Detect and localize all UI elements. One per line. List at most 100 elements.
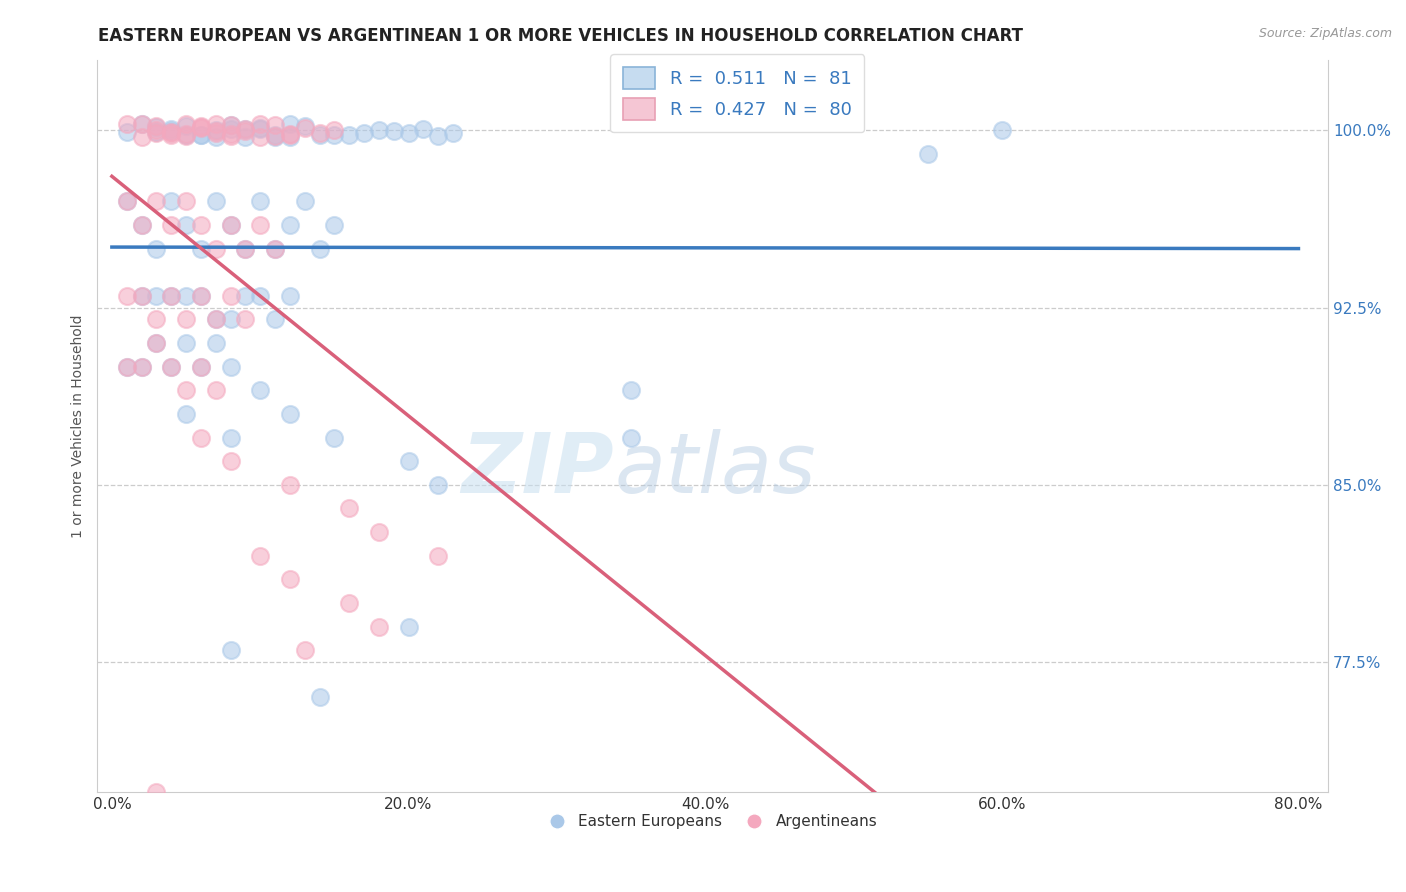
Point (264, 242, 287, 256)
Point (204, 336, 226, 351)
Point (249, 549, 271, 563)
Point (174, 194, 197, 209)
Point (264, 129, 287, 144)
Point (204, 384, 226, 398)
Point (278, 289, 301, 303)
Point (235, 122, 257, 136)
Point (174, 384, 197, 398)
Point (190, 128, 212, 142)
Point (219, 122, 242, 136)
Point (235, 123, 257, 137)
Point (190, 242, 212, 256)
Point (204, 312, 226, 326)
Point (204, 129, 226, 144)
Point (620, 384, 643, 398)
Point (337, 596, 360, 610)
Point (204, 312, 226, 326)
Point (235, 129, 257, 144)
Point (294, 643, 316, 657)
Point (337, 501, 360, 516)
Point (249, 120, 271, 135)
Point (115, 289, 138, 303)
Point (131, 117, 153, 131)
Point (278, 117, 301, 131)
Point (115, 194, 138, 209)
Point (249, 130, 271, 145)
Point (190, 120, 212, 135)
Point (174, 117, 197, 131)
Point (323, 123, 346, 137)
Point (131, 218, 153, 232)
Point (249, 118, 271, 132)
Point (264, 118, 287, 132)
Point (249, 194, 271, 209)
Point (160, 194, 183, 209)
Point (204, 123, 226, 137)
Point (115, 359, 138, 374)
Point (160, 289, 183, 303)
Point (145, 289, 167, 303)
Point (249, 289, 271, 303)
Point (160, 125, 183, 139)
Point (441, 127, 464, 141)
Point (382, 124, 405, 138)
Point (294, 119, 316, 133)
Point (219, 118, 242, 132)
Point (219, 118, 242, 132)
Point (204, 124, 226, 138)
Point (219, 359, 242, 374)
Point (427, 128, 450, 143)
Point (249, 384, 271, 398)
Point (264, 128, 287, 143)
Point (398, 454, 420, 468)
Point (131, 289, 153, 303)
Point (174, 218, 197, 232)
Point (367, 525, 389, 540)
Point (308, 128, 330, 142)
Y-axis label: 1 or more Vehicles in Household: 1 or more Vehicles in Household (72, 314, 86, 538)
Point (204, 242, 226, 256)
Point (294, 121, 316, 136)
Point (264, 242, 287, 256)
Point (174, 127, 197, 141)
Legend: Eastern Europeans, Argentineans: Eastern Europeans, Argentineans (541, 808, 883, 836)
Point (145, 242, 167, 256)
Point (235, 242, 257, 256)
Point (264, 130, 287, 145)
Point (278, 128, 301, 142)
Point (145, 126, 167, 140)
Point (308, 690, 330, 705)
Point (278, 218, 301, 232)
Point (160, 126, 183, 140)
Point (412, 121, 434, 136)
Point (337, 128, 360, 142)
Point (131, 359, 153, 374)
Point (160, 124, 183, 138)
Point (308, 242, 330, 256)
Point (427, 478, 450, 492)
Point (145, 123, 167, 137)
Point (160, 359, 183, 374)
Point (249, 122, 271, 136)
Point (190, 128, 212, 143)
Point (145, 336, 167, 351)
Point (278, 129, 301, 144)
Point (190, 359, 212, 374)
Point (235, 312, 257, 326)
Point (249, 218, 271, 232)
Point (278, 407, 301, 421)
Text: Source: ZipAtlas.com: Source: ZipAtlas.com (1258, 27, 1392, 40)
Point (323, 128, 346, 142)
Point (174, 120, 197, 134)
Point (235, 122, 257, 136)
Point (235, 289, 257, 303)
Point (131, 129, 153, 144)
Point (204, 117, 226, 131)
Point (190, 289, 212, 303)
Point (367, 123, 389, 137)
Point (991, 123, 1014, 137)
Point (278, 127, 301, 141)
Point (219, 127, 242, 141)
Point (235, 242, 257, 256)
Point (278, 572, 301, 586)
